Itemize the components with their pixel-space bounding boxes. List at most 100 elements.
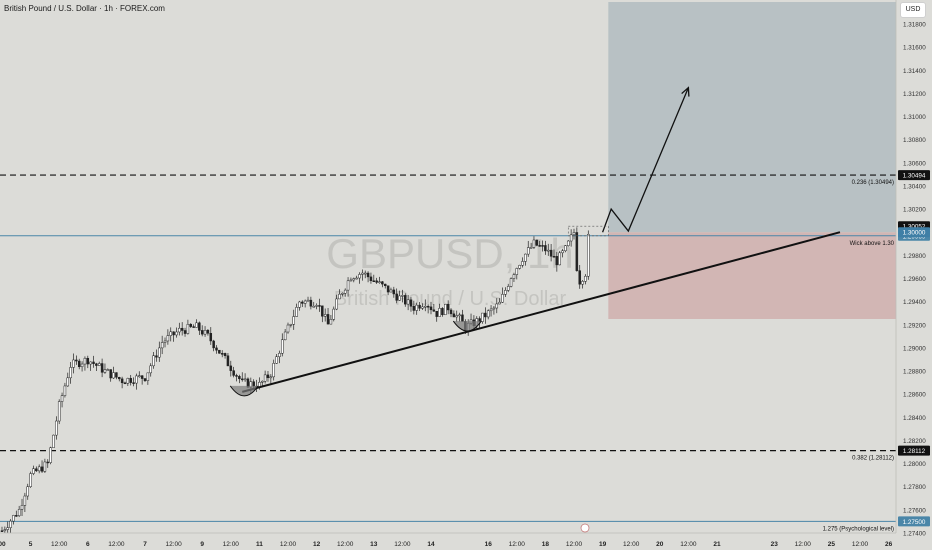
candle-body — [240, 378, 244, 381]
candle-body — [15, 515, 18, 517]
candle-series — [0, 227, 590, 535]
time-tick-label: 12:00 — [852, 541, 869, 548]
profit-zone[interactable] — [608, 2, 896, 233]
trend-support-line[interactable] — [241, 231, 841, 393]
time-tick-label: 12:00 — [165, 541, 182, 548]
candle-body — [538, 245, 541, 247]
candle-body — [395, 293, 398, 301]
candle-body — [452, 313, 456, 318]
candle-body — [123, 382, 127, 385]
candle-body — [389, 289, 393, 293]
candle-body — [575, 232, 579, 271]
level-label: 1.275 (Psychological level) — [823, 526, 894, 532]
candle-body — [352, 278, 356, 281]
price-tick-label: 1.31000 — [903, 114, 926, 121]
candle-body — [126, 378, 130, 384]
candle-body — [72, 359, 75, 368]
candle-body — [92, 361, 95, 364]
candle-body — [521, 261, 524, 266]
candle-body — [263, 374, 267, 382]
candle-body — [409, 299, 413, 307]
time-tick-label: 21 — [713, 541, 721, 548]
level-label: 0.236 (1.30494) — [852, 180, 894, 186]
price-tick-label: 1.29800 — [903, 253, 926, 260]
candle-body — [160, 342, 164, 349]
time-tick-label: 12:00 — [623, 541, 640, 548]
candle-body — [212, 340, 215, 349]
candle-body — [138, 375, 141, 377]
candle-body — [386, 285, 390, 293]
candle-body — [303, 300, 307, 304]
time-tick-label: 11 — [256, 541, 263, 548]
candle-body — [424, 305, 427, 308]
level-label: Wick above 1.30 — [850, 241, 895, 247]
candle-body — [243, 378, 247, 381]
candle-body — [32, 468, 35, 474]
candle-body — [547, 249, 550, 252]
candle-body — [89, 361, 92, 365]
candle-body — [421, 306, 424, 309]
candle-body — [275, 356, 278, 364]
price-tick-label: 1.27400 — [903, 531, 926, 538]
time-tick-label: 25 — [828, 541, 836, 548]
projection-arrowhead[interactable] — [681, 86, 690, 97]
candle-body — [587, 234, 590, 277]
time-tick-label: 12:00 — [394, 541, 411, 548]
candle-body — [6, 527, 9, 530]
candle-body — [129, 378, 132, 383]
stop-loss-zone[interactable] — [608, 232, 896, 319]
candle-body — [112, 372, 115, 379]
candle-body — [383, 283, 387, 287]
price-tick-label: 1.29600 — [903, 276, 926, 283]
candle-body — [152, 355, 155, 367]
price-axis-bg — [896, 0, 932, 550]
candle-body — [289, 323, 293, 326]
rounded-bottom-marker[interactable] — [229, 385, 259, 397]
candle-body — [226, 355, 230, 367]
candle-body — [524, 253, 527, 262]
candle-body — [66, 377, 70, 387]
candle-body — [555, 256, 559, 266]
candle-body — [315, 305, 318, 307]
candle-body — [301, 301, 304, 304]
projection-arrow[interactable] — [601, 87, 689, 233]
candle-body — [223, 353, 227, 357]
candle-body — [46, 461, 50, 464]
candle-body — [558, 252, 561, 266]
candle-body — [406, 299, 410, 305]
candle-body — [252, 381, 255, 387]
candle-body — [552, 256, 556, 258]
candle-body — [203, 329, 207, 335]
time-tick-label: 00 — [0, 541, 6, 548]
candle-body — [429, 306, 433, 311]
candle-body — [149, 365, 152, 374]
time-tick-label: 12:00 — [509, 541, 526, 548]
candle-body — [355, 277, 358, 280]
price-badge-label: 1.30052 — [903, 224, 926, 231]
candle-body — [146, 372, 150, 381]
candle-body — [526, 247, 530, 255]
price-tick-label: 1.28600 — [903, 392, 926, 399]
candle-body — [206, 329, 210, 334]
candle-body — [158, 347, 161, 358]
currency-button[interactable]: USD — [900, 2, 926, 18]
time-tick-label: 12:00 — [280, 541, 297, 548]
candle-body — [404, 295, 407, 305]
candle-body — [97, 363, 101, 366]
candle-body — [26, 486, 29, 497]
event-icon[interactable] — [580, 523, 590, 533]
candle-body — [444, 303, 447, 316]
rounded-bottom-marker[interactable] — [452, 320, 482, 332]
price-tick-label: 1.31600 — [903, 45, 926, 52]
candle-body — [458, 314, 461, 317]
candle-body — [446, 303, 450, 311]
candle-body — [192, 326, 195, 328]
candle-body — [218, 349, 221, 354]
candle-body — [378, 281, 381, 283]
candle-body — [512, 274, 516, 279]
horizontal-levels: 0.236 (1.30494) Wick above 1.30 0.382 (1.2… — [0, 174, 896, 532]
price-axis: 1.31800 1.31600 1.31400 1.31200 1.31000 1.308… — [895, 0, 932, 550]
candle-body — [369, 276, 373, 282]
candle-body — [261, 380, 264, 383]
